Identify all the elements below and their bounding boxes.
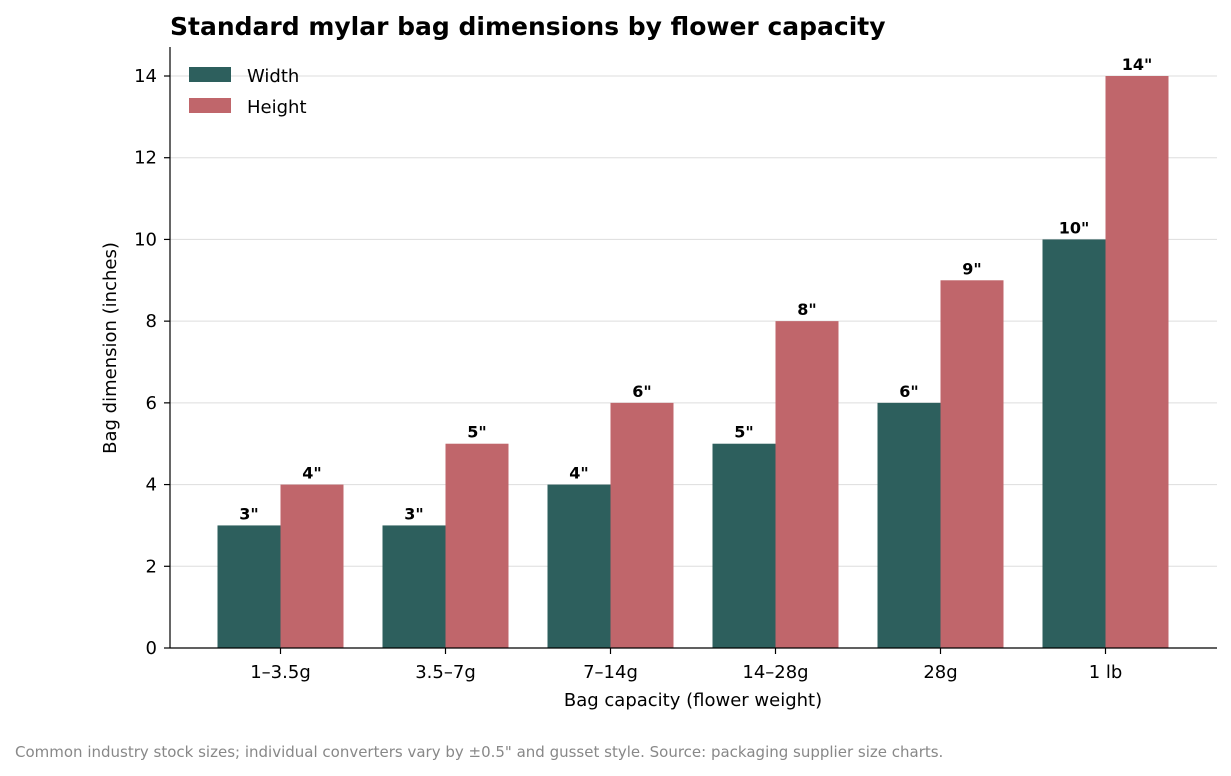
legend-label-height: Height: [247, 97, 307, 118]
bar-width: [877, 402, 941, 648]
y-axis-label: Bag dimension (inches): [100, 242, 121, 454]
data-label-height: 14": [1122, 55, 1153, 74]
y-tick-label: 14: [134, 66, 157, 87]
bar-width: [382, 525, 446, 648]
data-label-height: 5": [467, 423, 486, 442]
legend-swatch-height: [189, 98, 231, 113]
footnote: Common industry stock sizes; individual …: [15, 743, 943, 761]
data-label-width: 10": [1059, 218, 1090, 237]
y-tick-label: 6: [146, 393, 157, 414]
x-tick-label: 1–3.5g: [250, 662, 311, 683]
y-tick-label: 0: [146, 638, 157, 659]
x-tick-label: 28g: [923, 662, 957, 683]
bars: [217, 76, 1169, 648]
y-ticks: 0 2 4 6 8 10 12 14: [134, 66, 170, 659]
bar-height: [445, 443, 509, 648]
bar-height: [610, 402, 674, 648]
data-label-height: 6": [632, 382, 651, 401]
data-label-height: 8": [797, 300, 816, 319]
legend: Width Height: [189, 66, 307, 118]
legend-label-width: Width: [247, 66, 299, 87]
x-axis-label: Bag capacity (flower weight): [564, 690, 822, 711]
bar-height: [940, 280, 1004, 648]
bar-value-labels: 3" 4" 3" 5" 4" 6" 5" 8" 6" 9" 10" 14": [239, 55, 1152, 523]
bar-width: [217, 525, 281, 648]
x-tick-label: 3.5–7g: [415, 662, 476, 683]
grid-lines: [170, 75, 1217, 567]
y-tick-label: 2: [146, 556, 157, 577]
legend-swatch-width: [189, 67, 231, 82]
x-tick-label: 14–28g: [742, 662, 808, 683]
data-label-width: 5": [734, 423, 753, 442]
data-label-width: 4": [569, 464, 588, 483]
axes: [169, 47, 1217, 649]
data-label-width: 6": [899, 382, 918, 401]
data-label-height: 9": [962, 259, 981, 278]
bar-height: [280, 484, 344, 648]
data-label-width: 3": [239, 504, 258, 523]
x-tick-label: 1 lb: [1089, 662, 1123, 683]
data-label-width: 3": [404, 504, 423, 523]
bar-height: [775, 321, 839, 648]
y-tick-label: 10: [134, 229, 157, 250]
bar-width: [547, 484, 611, 648]
bar-width: [1042, 239, 1106, 648]
y-tick-label: 8: [146, 311, 157, 332]
bar-height: [1105, 76, 1169, 648]
x-tick-label: 7–14g: [583, 662, 638, 683]
y-tick-label: 4: [146, 475, 157, 496]
x-ticks: 1–3.5g 3.5–7g 7–14g 14–28g 28g 1 lb: [250, 648, 1122, 683]
chart-title: Standard mylar bag dimensions by flower …: [170, 12, 886, 41]
data-label-height: 4": [302, 464, 321, 483]
bar-width: [712, 443, 776, 648]
y-tick-label: 12: [134, 148, 157, 169]
